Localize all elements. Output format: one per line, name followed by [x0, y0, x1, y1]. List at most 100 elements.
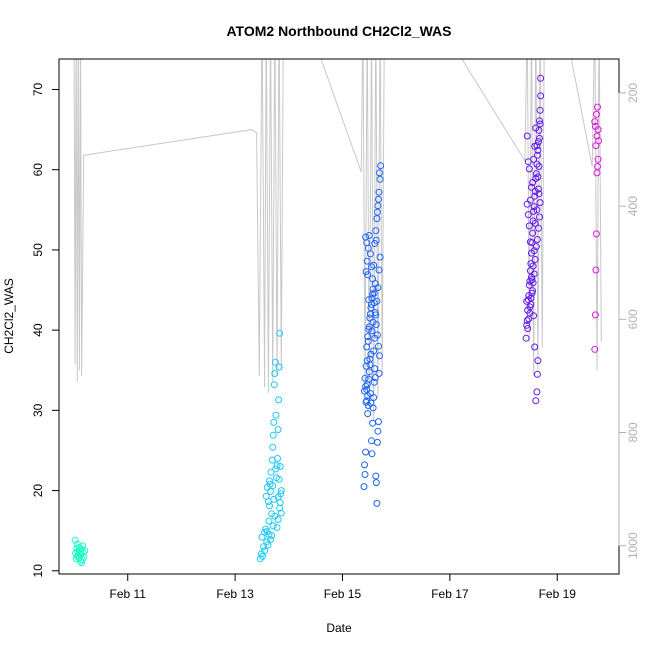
- data-point: [373, 438, 381, 446]
- data-point: [274, 455, 281, 462]
- data-point: [366, 310, 374, 318]
- data-point: [276, 329, 284, 337]
- data-point: [523, 200, 531, 208]
- data-point: [370, 378, 378, 386]
- data-point: [266, 502, 273, 510]
- data-point: [277, 487, 285, 495]
- data-point: [261, 547, 269, 555]
- data-point: [271, 358, 279, 366]
- data-point: [593, 169, 601, 177]
- x-axis: Feb 11 Feb 13 Feb 15 Feb 17 Feb 19: [109, 574, 576, 601]
- data-point: [532, 124, 540, 132]
- data-point: [364, 333, 372, 341]
- y-tick-label: 30: [31, 403, 45, 417]
- data-point: [371, 374, 379, 381]
- data-point: [530, 247, 538, 255]
- data-point: [274, 426, 282, 434]
- data-point: [263, 528, 271, 535]
- data-point: [373, 297, 381, 305]
- data-point: [361, 374, 369, 382]
- data-point: [592, 230, 600, 238]
- data-point: [372, 227, 380, 235]
- data-point: [594, 103, 601, 111]
- data-point: [364, 410, 372, 418]
- data-point: [365, 375, 373, 383]
- data-point: [275, 363, 283, 371]
- data-point: [368, 450, 376, 458]
- data-point: [375, 370, 383, 377]
- data-point: [370, 394, 378, 401]
- y-tick-label: 50: [31, 243, 45, 257]
- data-point: [365, 232, 373, 239]
- data-point: [372, 236, 380, 244]
- data-point: [274, 493, 282, 501]
- data-point: [77, 548, 84, 555]
- y-tick-label: 60: [31, 163, 45, 177]
- data-point: [591, 122, 599, 130]
- data-point: [535, 138, 542, 146]
- data-point: [534, 173, 542, 181]
- data-point: [523, 297, 531, 305]
- data-point: [376, 253, 384, 261]
- data-point: [529, 262, 537, 270]
- series-2: [360, 162, 385, 507]
- data-point: [533, 142, 541, 150]
- y-tick-label: 70: [31, 82, 45, 96]
- data-point: [524, 325, 532, 332]
- y-tick-label: 20: [31, 484, 45, 498]
- data-point: [374, 284, 382, 292]
- data-point: [264, 541, 272, 549]
- data-point: [274, 516, 282, 523]
- data-point: [265, 517, 273, 525]
- x-tick-label: Feb 11: [109, 587, 146, 601]
- data-point: [267, 468, 275, 476]
- data-point: [369, 318, 377, 326]
- data-point: [376, 175, 384, 183]
- data-point: [372, 472, 380, 480]
- data-point: [594, 163, 601, 170]
- data-point: [526, 303, 534, 311]
- right-tick-label: 400: [626, 196, 640, 216]
- data-point: [375, 418, 382, 426]
- data-point: [258, 533, 266, 541]
- data-point: [531, 256, 539, 263]
- data-point: [363, 397, 371, 405]
- data-point: [534, 357, 542, 365]
- data-point: [522, 334, 530, 342]
- data-point: [270, 418, 278, 426]
- data-point: [275, 396, 283, 404]
- data-point: [273, 524, 281, 531]
- data-point: [272, 411, 280, 419]
- data-point: [533, 206, 541, 214]
- data-point: [369, 419, 377, 427]
- y-tick-label: 40: [31, 323, 45, 337]
- data-point: [371, 334, 379, 342]
- data-point: [535, 185, 542, 193]
- data-point: [595, 137, 603, 145]
- data-point: [260, 543, 268, 551]
- data-point: [377, 162, 385, 170]
- data-point: [537, 92, 545, 100]
- data-point: [536, 199, 544, 207]
- data-point: [266, 477, 273, 485]
- data-point: [267, 487, 274, 495]
- series-1: [256, 329, 285, 563]
- x-tick-label: Feb 17: [431, 587, 469, 601]
- data-point: [528, 276, 536, 284]
- data-point: [592, 110, 600, 118]
- data-point: [533, 388, 541, 396]
- data-point: [371, 365, 379, 373]
- data-point: [276, 463, 284, 470]
- data-point: [533, 236, 541, 243]
- data-point: [365, 323, 373, 331]
- series-4: [591, 103, 603, 353]
- data-point: [368, 301, 375, 308]
- right-tick-label: 200: [626, 83, 640, 103]
- data-point: [364, 271, 372, 279]
- data-point: [81, 547, 89, 555]
- data-point: [75, 544, 83, 551]
- data-point: [375, 266, 383, 274]
- data-point: [535, 190, 543, 198]
- data-point: [525, 165, 533, 173]
- data-point: [365, 368, 373, 376]
